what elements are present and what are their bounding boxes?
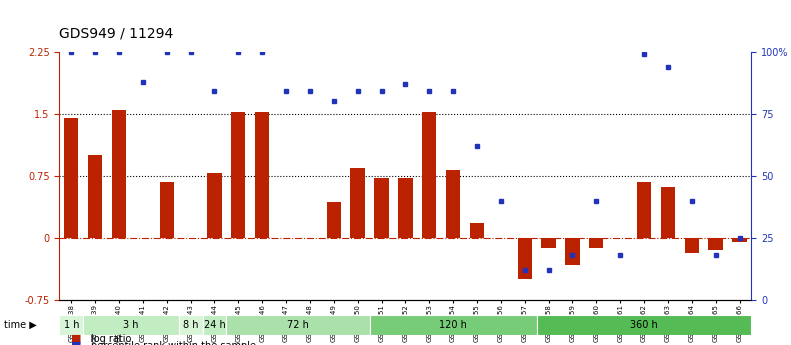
Text: 72 h: 72 h: [287, 320, 309, 330]
Bar: [255, 112, 270, 238]
Text: percentile rank within the sample: percentile rank within the sample: [91, 341, 256, 345]
Bar: [541, 238, 556, 248]
Bar: [226, 315, 369, 335]
Bar: [88, 155, 102, 238]
Bar: [446, 170, 460, 238]
Bar: [732, 238, 747, 242]
Bar: [64, 118, 78, 238]
Text: time ▶: time ▶: [4, 320, 36, 330]
Text: ■: ■: [71, 334, 81, 344]
Bar: [422, 112, 437, 238]
Bar: [660, 187, 675, 238]
Bar: [231, 112, 245, 238]
Bar: [83, 315, 179, 335]
Bar: [202, 315, 226, 335]
Bar: [179, 315, 202, 335]
Bar: [350, 168, 365, 238]
Text: 8 h: 8 h: [183, 320, 199, 330]
Bar: [517, 238, 532, 279]
Bar: [566, 238, 580, 265]
Bar: [369, 315, 536, 335]
Bar: [709, 238, 723, 250]
Bar: [207, 174, 221, 238]
Text: 24 h: 24 h: [203, 320, 225, 330]
Text: 1 h: 1 h: [63, 320, 79, 330]
Bar: [160, 182, 174, 238]
Text: 360 h: 360 h: [630, 320, 658, 330]
Bar: [59, 315, 83, 335]
Text: log ratio: log ratio: [91, 334, 131, 344]
Bar: [536, 315, 751, 335]
Bar: [685, 238, 699, 253]
Text: GDS949 / 11294: GDS949 / 11294: [59, 27, 173, 41]
Text: 3 h: 3 h: [123, 320, 138, 330]
Bar: [112, 110, 126, 238]
Bar: [637, 182, 651, 238]
Text: 120 h: 120 h: [439, 320, 467, 330]
Bar: [398, 178, 413, 238]
Bar: [589, 238, 604, 248]
Bar: [374, 178, 388, 238]
Bar: [470, 223, 484, 238]
Text: ■: ■: [71, 341, 81, 345]
Bar: [327, 203, 341, 238]
